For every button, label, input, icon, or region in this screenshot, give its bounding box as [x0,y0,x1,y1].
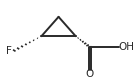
Text: OH: OH [119,42,135,52]
Text: F: F [6,46,12,56]
Text: O: O [86,69,94,79]
